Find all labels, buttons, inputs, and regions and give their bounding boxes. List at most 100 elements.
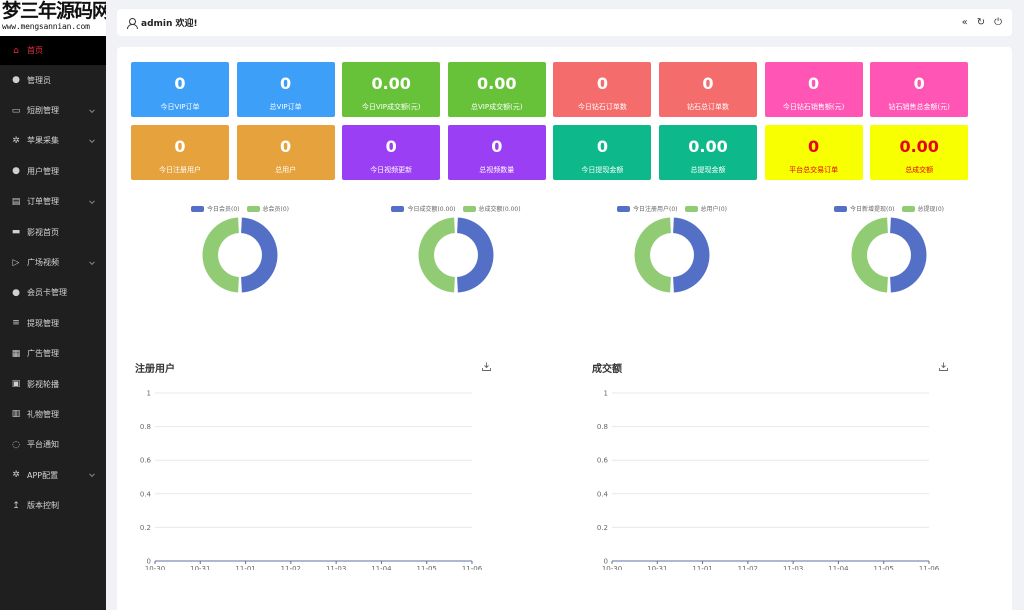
stat-label: 今日钻石订单数 xyxy=(577,103,627,111)
sidebar-item-4[interactable]: ● 用户管理 xyxy=(0,156,106,186)
sidebar-item-10[interactable]: ▦ 广告管理 xyxy=(0,339,106,369)
stat-card: 0 总视频数量 xyxy=(447,125,546,180)
line-chart: 注册用户 0 0.2 0.4 0.6 0.8 1 10-30 10-31 11-01 11-02 11… xyxy=(135,360,491,575)
car-icon: ▬ xyxy=(11,227,21,238)
y-tick-label: 0.6 xyxy=(597,457,609,465)
stat-card: 0 钻石销售总金额(元) xyxy=(870,62,969,117)
chevron-down-icon xyxy=(89,137,95,143)
stat-label: 今日提现金额 xyxy=(581,166,624,174)
sidebar-item-label: 版本控制 xyxy=(27,501,59,511)
sidebar-item-1[interactable]: ● 管理员 xyxy=(0,65,106,95)
sidebar-item-3[interactable]: ✲ 苹果采集 xyxy=(0,126,106,156)
sidebar-item-label: 短剧管理 xyxy=(27,106,59,116)
legend-swatch xyxy=(391,206,405,212)
sidebar-item-2[interactable]: ▭ 短剧管理 xyxy=(0,95,106,125)
donut-chart: 今日新增提现(0) 总提现(0) xyxy=(789,204,989,304)
sidebar-item-15[interactable]: ↥ 版本控制 xyxy=(0,490,106,520)
stat-card: 0.00 总提现金额 xyxy=(659,125,757,180)
donut-svg xyxy=(851,217,927,293)
legend-item[interactable]: 总会员(0) xyxy=(246,204,289,213)
legend-item[interactable]: 今日成交额(0.00) xyxy=(391,204,456,213)
chart-legend: 今日会员(0) 总会员(0) xyxy=(140,204,340,213)
legend-label: 今日新增提现(0) xyxy=(850,206,895,213)
stat-value: 0 xyxy=(913,74,925,93)
refresh-icon[interactable]: ↻ xyxy=(976,17,986,28)
donut-slice-total xyxy=(634,217,671,293)
stat-card: 0 钻石总订单数 xyxy=(659,62,757,117)
sidebar-item-0[interactable]: ⌂ 首页 xyxy=(0,36,106,65)
download-icon[interactable] xyxy=(482,362,491,371)
stat-card: 0.00 今日VIP成交额(元) xyxy=(342,62,441,117)
legend-item[interactable]: 今日新增提现(0) xyxy=(834,204,895,213)
legend-item[interactable]: 总提现(0) xyxy=(901,204,944,213)
sidebar-item-label: 平台通知 xyxy=(27,440,59,450)
stat-value: 0 xyxy=(596,74,608,93)
sidebar-item-14[interactable]: ✲ APP配置 xyxy=(0,460,106,490)
x-tick-label: 11-04 xyxy=(828,565,849,570)
stat-value: 0.00 xyxy=(371,74,411,93)
legend-swatch xyxy=(191,206,204,212)
stat-card: 0.00 总成交额 xyxy=(870,125,969,180)
donut-chart: 今日成交额(0.00) 总成交额(0.00) xyxy=(356,204,556,304)
top-header: admin 欢迎! « ↻ ⏻ xyxy=(117,9,1012,36)
stat-label: 总提现金额 xyxy=(690,166,726,174)
y-tick-label: 0.6 xyxy=(140,457,152,465)
play-icon: ▷ xyxy=(12,257,20,268)
chevron-down-icon xyxy=(89,106,95,113)
sidebar-item-8[interactable]: ● 会员卡管理 xyxy=(0,278,106,308)
download-icon[interactable] xyxy=(939,362,948,371)
sidebar-item-13[interactable]: ◌ 平台通知 xyxy=(0,430,106,460)
stat-card: 0 今日提现金额 xyxy=(553,125,652,180)
sidebar-item-7[interactable]: ▷ 广场视频 xyxy=(0,247,106,277)
sidebar-item-5[interactable]: ▤ 订单管理 xyxy=(0,187,106,217)
legend-swatch xyxy=(834,206,847,212)
stat-label: 总VIP成交额(元) xyxy=(471,103,523,111)
legend-item[interactable]: 今日注册用户(0) xyxy=(617,204,678,213)
stat-label: 总成交额 xyxy=(905,166,934,174)
stat-card: 0 总VIP订单 xyxy=(236,62,335,117)
legend-item[interactable]: 总用户(0) xyxy=(684,204,727,213)
y-tick-label: 0.4 xyxy=(140,490,152,498)
sidebar-item-label: APP配置 xyxy=(27,470,59,480)
y-tick-label: 0.2 xyxy=(140,524,151,532)
stat-label: 今日VIP成交额(元) xyxy=(361,103,421,111)
collapse-icon[interactable]: « xyxy=(961,17,968,28)
stat-value: 0 xyxy=(702,74,714,93)
x-tick-label: 11-01 xyxy=(235,565,255,570)
power-icon[interactable]: ⏻ xyxy=(994,17,1002,28)
stat-card: 0 今日钻石订单数 xyxy=(553,62,652,117)
user-icon: ● xyxy=(12,287,20,298)
dashboard-content: 0 今日VIP订单 0 总VIP订单 0.00 今日VIP成交额(元) 0.00 总VIP成交… xyxy=(117,47,1012,610)
sidebar-item-label: 会员卡管理 xyxy=(27,288,67,298)
user-icon: ● xyxy=(12,166,20,177)
donut-svg xyxy=(634,217,710,293)
stat-value: 0 xyxy=(808,137,820,156)
stat-value: 0 xyxy=(280,137,292,156)
sidebar-item-9[interactable]: ≡ 提现管理 xyxy=(0,308,106,338)
legend-label: 今日成交额(0.00) xyxy=(407,206,456,213)
x-tick-label: 11-02 xyxy=(738,565,758,570)
sidebar-item-label: 影视轮播 xyxy=(27,379,59,389)
legend-item[interactable]: 今日会员(0) xyxy=(191,204,240,213)
sidebar-item-6[interactable]: ▬ 影视首页 xyxy=(0,217,106,247)
stat-card: 0 今日VIP订单 xyxy=(131,62,229,117)
stat-card: 0 今日钻石销售额(元) xyxy=(764,62,863,117)
legend-item[interactable]: 总成交额(0.00) xyxy=(462,204,521,213)
chart-legend: 今日注册用户(0) 总用户(0) xyxy=(572,204,772,213)
x-tick-label: 11-02 xyxy=(281,565,301,570)
legend-label: 总成交额(0.00) xyxy=(478,206,521,213)
sidebar-item-11[interactable]: ▣ 影视轮播 xyxy=(0,369,106,399)
message-icon: ◌ xyxy=(12,439,20,450)
y-tick-label: 0 xyxy=(147,558,151,566)
legend-swatch xyxy=(246,206,260,212)
settings-icon: ✲ xyxy=(12,470,20,481)
site-logo[interactable]: 梦三年源码网 www.mengsannian.com xyxy=(0,0,106,36)
y-tick-label: 0 xyxy=(604,558,608,566)
sidebar-item-label: 提现管理 xyxy=(27,318,59,328)
sidebar-item-12[interactable]: ▥ 礼物管理 xyxy=(0,399,106,429)
x-tick-label: 11-01 xyxy=(692,565,712,570)
line-chart: 成交额 0 0.2 0.4 0.6 0.8 1 10-30 10-31 11-01 11-02 11-… xyxy=(592,360,948,575)
sidebar-item-label: 礼物管理 xyxy=(27,409,59,419)
stat-label: 总视频数量 xyxy=(479,166,515,174)
x-tick-label: 10-31 xyxy=(647,565,667,570)
